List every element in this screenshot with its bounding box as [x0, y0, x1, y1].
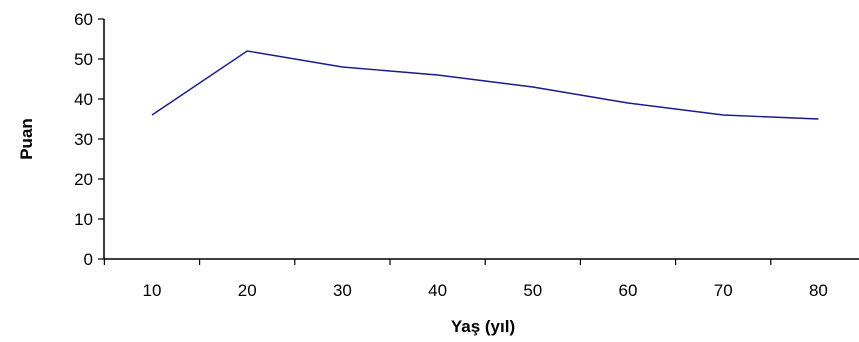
- x-axis: 10 20 30 40 50 60 70 80: [103, 258, 859, 300]
- y-tick-label: 30: [74, 130, 93, 149]
- series-line: [151, 50, 819, 120]
- y-axis-title: Puan: [17, 118, 36, 160]
- y-tick-label: 50: [74, 50, 93, 69]
- x-axis-title: Yaş (yıl): [451, 317, 515, 336]
- x-tick-label: 70: [714, 281, 733, 300]
- y-tick-label: 0: [84, 250, 93, 269]
- x-tick-label: 80: [809, 281, 828, 300]
- x-tick-label: 30: [333, 281, 352, 300]
- x-tick-label: 50: [523, 281, 542, 300]
- y-tick-label: 10: [74, 210, 93, 229]
- series-layer: [151, 50, 819, 120]
- y-tick-label: 60: [74, 10, 93, 29]
- y-tick-label: 40: [74, 90, 93, 109]
- x-tick-label: 10: [143, 281, 162, 300]
- x-tick-label: 20: [238, 281, 257, 300]
- y-tick-label: 20: [74, 170, 93, 189]
- x-tick-label: 40: [428, 281, 447, 300]
- x-tick-label: 60: [619, 281, 638, 300]
- y-axis: 0 10 20 30 40 50 60: [74, 10, 105, 269]
